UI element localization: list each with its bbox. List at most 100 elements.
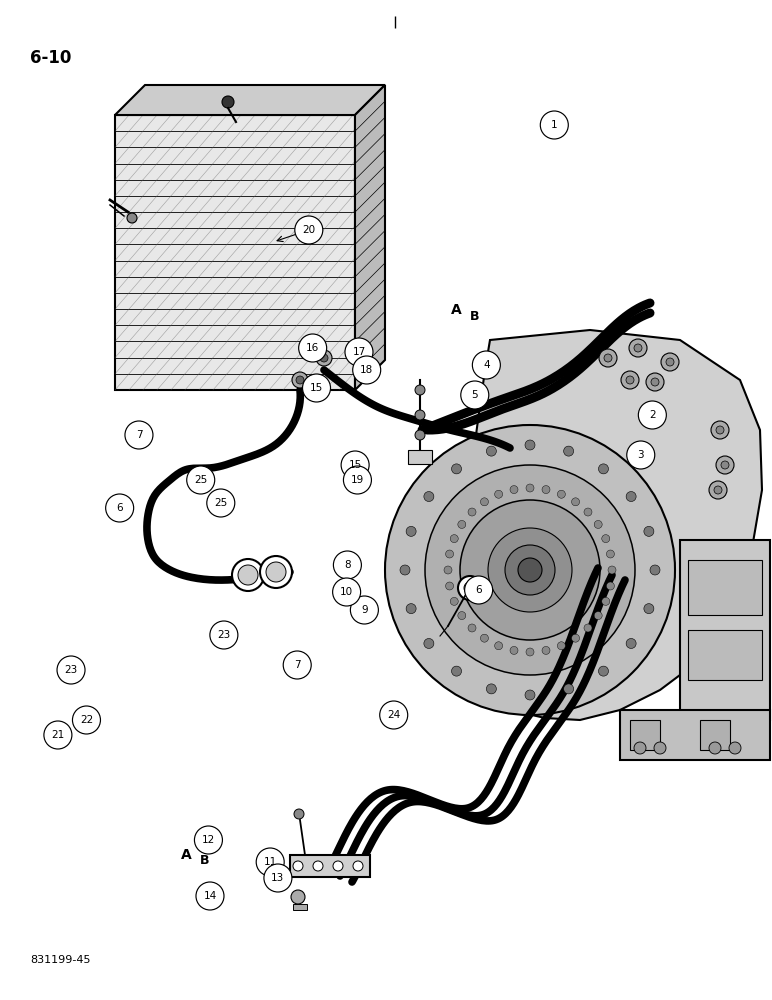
- Circle shape: [333, 578, 361, 606]
- Circle shape: [222, 96, 234, 108]
- Circle shape: [445, 582, 454, 590]
- Text: 4: 4: [483, 360, 489, 370]
- Text: 19: 19: [350, 475, 364, 485]
- Bar: [680, 540, 770, 720]
- Text: B: B: [469, 310, 479, 322]
- Circle shape: [608, 566, 616, 574]
- Text: B: B: [199, 854, 209, 867]
- Circle shape: [450, 535, 459, 543]
- Circle shape: [594, 612, 602, 620]
- Circle shape: [464, 582, 476, 594]
- Circle shape: [601, 597, 610, 605]
- Circle shape: [353, 861, 363, 871]
- Text: 8: 8: [344, 560, 350, 570]
- Text: 13: 13: [271, 873, 285, 883]
- Circle shape: [598, 666, 608, 676]
- Text: 23: 23: [64, 665, 78, 675]
- Text: 6-10: 6-10: [30, 49, 71, 67]
- Circle shape: [716, 456, 734, 474]
- Circle shape: [621, 371, 639, 389]
- Circle shape: [424, 492, 434, 502]
- Circle shape: [295, 216, 323, 244]
- Circle shape: [238, 565, 258, 585]
- Circle shape: [232, 559, 264, 591]
- Text: 12: 12: [201, 835, 215, 845]
- Text: 25: 25: [194, 475, 208, 485]
- Circle shape: [461, 381, 489, 409]
- Text: 14: 14: [203, 891, 217, 901]
- Circle shape: [458, 576, 482, 600]
- Circle shape: [557, 642, 565, 650]
- Circle shape: [661, 353, 679, 371]
- Circle shape: [125, 421, 153, 449]
- Circle shape: [542, 646, 550, 654]
- Text: 11: 11: [263, 857, 277, 867]
- Text: 15: 15: [310, 383, 323, 393]
- Bar: [630, 720, 660, 750]
- Circle shape: [564, 684, 574, 694]
- Circle shape: [542, 486, 550, 494]
- Circle shape: [584, 508, 592, 516]
- Circle shape: [486, 446, 496, 456]
- Circle shape: [716, 426, 724, 434]
- Circle shape: [353, 356, 381, 384]
- Circle shape: [526, 648, 534, 656]
- Circle shape: [264, 864, 292, 892]
- Circle shape: [584, 624, 592, 632]
- Text: 7: 7: [136, 430, 142, 440]
- Circle shape: [299, 334, 327, 362]
- Text: 16: 16: [306, 343, 320, 353]
- Circle shape: [345, 338, 373, 366]
- Circle shape: [627, 441, 655, 469]
- Circle shape: [650, 565, 660, 575]
- Bar: [408, 450, 432, 464]
- Text: A: A: [451, 303, 462, 317]
- Circle shape: [460, 500, 600, 640]
- Circle shape: [564, 446, 574, 456]
- Text: 20: 20: [302, 225, 316, 235]
- Circle shape: [709, 481, 727, 499]
- Text: 6: 6: [476, 585, 482, 595]
- Circle shape: [607, 550, 615, 558]
- Bar: [620, 710, 770, 760]
- Circle shape: [598, 464, 608, 474]
- Text: 23: 23: [217, 630, 231, 640]
- Circle shape: [320, 354, 328, 362]
- Circle shape: [480, 634, 489, 642]
- Text: 10: 10: [340, 587, 354, 597]
- Circle shape: [452, 666, 462, 676]
- Circle shape: [444, 566, 452, 574]
- Circle shape: [294, 809, 304, 819]
- Circle shape: [666, 358, 674, 366]
- Circle shape: [525, 440, 535, 450]
- Circle shape: [187, 466, 215, 494]
- Circle shape: [127, 213, 137, 223]
- Circle shape: [510, 646, 518, 654]
- Circle shape: [316, 350, 332, 366]
- Text: 18: 18: [360, 365, 374, 375]
- Bar: [115, 115, 355, 390]
- Circle shape: [486, 684, 496, 694]
- Bar: [293, 904, 307, 910]
- Circle shape: [607, 582, 615, 590]
- Circle shape: [518, 558, 542, 582]
- Circle shape: [644, 604, 654, 614]
- Circle shape: [425, 465, 635, 675]
- Circle shape: [291, 890, 305, 904]
- Circle shape: [495, 642, 503, 650]
- Text: 21: 21: [51, 730, 65, 740]
- Circle shape: [634, 344, 642, 352]
- Polygon shape: [458, 330, 762, 720]
- Circle shape: [334, 551, 361, 579]
- Circle shape: [266, 562, 286, 582]
- Circle shape: [210, 621, 238, 649]
- Circle shape: [293, 861, 303, 871]
- Circle shape: [406, 526, 416, 536]
- Circle shape: [468, 624, 476, 632]
- Circle shape: [292, 372, 308, 388]
- Circle shape: [207, 489, 235, 517]
- Circle shape: [488, 528, 572, 612]
- Circle shape: [333, 861, 343, 871]
- Circle shape: [196, 882, 224, 910]
- Circle shape: [525, 690, 535, 700]
